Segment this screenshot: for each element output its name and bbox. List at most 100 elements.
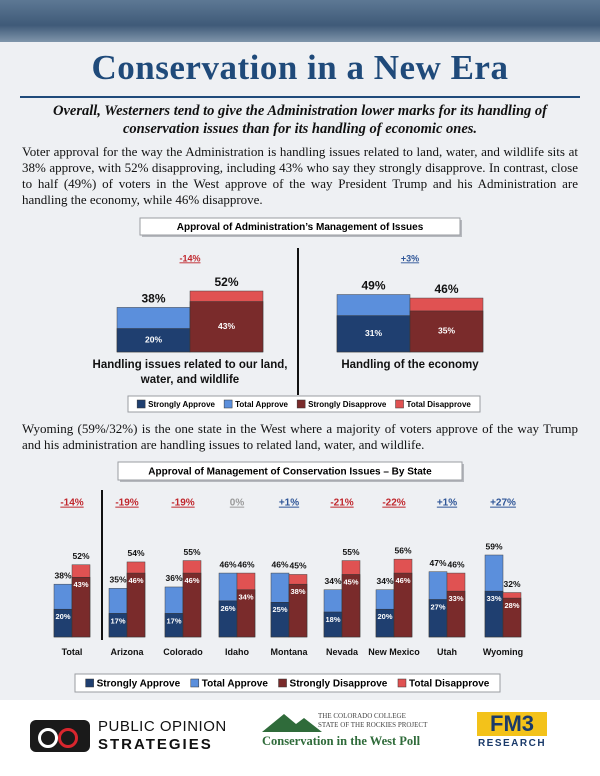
value-label: 33% <box>486 594 501 603</box>
legend-label: Strongly Approve <box>148 400 215 409</box>
subtitle: Overall, Westerners tend to give the Adm… <box>53 103 547 137</box>
net-label: -21% <box>330 498 353 509</box>
value-label: 46% <box>395 576 410 585</box>
logo-text: PUBLIC OPINION <box>98 718 227 735</box>
bar <box>126 572 146 638</box>
bar <box>336 315 411 353</box>
chart-title: Approval of Administration’s Management … <box>177 222 424 233</box>
bar <box>409 310 484 353</box>
chart-title: Approval of Management of Conservation I… <box>148 467 432 478</box>
category-label: Handling of the economy <box>341 359 479 371</box>
value-label: 38% <box>54 570 71 580</box>
net-label: +1% <box>279 498 299 509</box>
category-label: Montana <box>270 647 308 657</box>
value-label: 17% <box>110 616 125 625</box>
category-label: Arizona <box>110 647 144 657</box>
category-label: Wyoming <box>482 647 524 657</box>
value-label: 33% <box>448 594 463 603</box>
value-label: 35% <box>438 326 455 336</box>
legend-label: Strongly Disapprove <box>308 400 387 409</box>
value-label: 43% <box>73 580 88 589</box>
value-label: 43% <box>218 321 235 331</box>
value-label: 35% <box>109 575 126 585</box>
legend-swatch <box>395 399 404 409</box>
value-label: 46% <box>271 559 288 569</box>
value-label: 46% <box>184 576 199 585</box>
value-label: 46% <box>128 576 143 585</box>
value-label: 46% <box>237 559 254 569</box>
legend-swatch <box>397 678 407 688</box>
logo-text: FM3 <box>477 712 547 736</box>
category-label: New Mexico <box>368 647 420 657</box>
bar <box>446 590 466 638</box>
value-label: 18% <box>325 615 340 624</box>
value-label: 49% <box>361 279 385 293</box>
value-label: 45% <box>289 561 306 571</box>
legend-label: Total Approve <box>202 679 269 690</box>
value-label: 20% <box>377 612 392 621</box>
value-label: 47% <box>429 558 446 568</box>
category-label: Handling issues related to our land, wat… <box>92 359 288 386</box>
paragraph: Wyoming (59%/32%) is the one state in th… <box>22 421 578 452</box>
value-label: 59% <box>485 541 502 551</box>
value-label: 17% <box>166 616 181 625</box>
net-label: +27% <box>490 498 516 509</box>
bar <box>288 583 308 638</box>
net-label: -14% <box>179 253 200 263</box>
legend-swatch <box>278 678 287 688</box>
net-label: 0% <box>230 498 245 509</box>
legend-label: Strongly Approve <box>97 679 181 690</box>
logo-text: Conservation in the West Poll <box>262 734 421 748</box>
charts: Approval of Administration’s Management … <box>53 217 522 693</box>
value-label: 45% <box>343 577 358 586</box>
value-label: 27% <box>430 602 445 611</box>
paragraph: Voter approval for the way the Administr… <box>22 144 578 207</box>
value-label: 55% <box>183 547 200 557</box>
bar <box>182 572 202 638</box>
value-label: 28% <box>504 601 519 610</box>
value-label: 20% <box>55 612 70 621</box>
legend-swatch <box>136 399 146 409</box>
logo-text: RESEARCH <box>477 738 547 749</box>
value-label: 32% <box>503 579 520 589</box>
value-label: 34% <box>238 593 253 602</box>
legend-label: Total Approve <box>235 400 288 409</box>
value-label: 36% <box>165 573 182 583</box>
title-box <box>117 461 463 481</box>
logo-text: STRATEGIES <box>98 736 213 753</box>
legend-box <box>74 673 501 693</box>
legend-swatch <box>190 678 200 688</box>
logo-shape <box>58 728 78 748</box>
value-label: 25% <box>272 605 287 614</box>
mountain-logo <box>262 714 322 732</box>
value-label: 55% <box>342 547 359 557</box>
value-label: 34% <box>376 576 393 586</box>
value-label: 56% <box>394 545 411 555</box>
legend-swatch <box>223 399 233 409</box>
value-label: 54% <box>127 548 144 558</box>
value-label: 38% <box>141 292 165 306</box>
net-label: -14% <box>60 498 83 509</box>
net-label: -19% <box>115 498 138 509</box>
value-label: 20% <box>145 335 162 345</box>
value-label: 26% <box>220 604 235 613</box>
net-label: -19% <box>171 498 194 509</box>
value-label: 34% <box>324 576 341 586</box>
net-label: -22% <box>382 498 405 509</box>
bar <box>71 576 91 638</box>
category-label: Nevada <box>325 647 359 657</box>
category-label: Utah <box>437 647 457 657</box>
value-label: 46% <box>219 559 236 569</box>
logo-text: STATE OF THE ROCKIES PROJECT <box>318 721 428 729</box>
bar <box>393 572 413 638</box>
banner <box>0 0 600 42</box>
bar <box>341 574 361 638</box>
title: Conservation in a New Era <box>91 48 509 87</box>
bar <box>189 301 264 353</box>
footer: PUBLIC OPINION STRATEGIES THE COLORADO C… <box>0 700 600 776</box>
legend-label: Total Disapprove <box>407 400 472 409</box>
logo-text: THE COLORADO COLLEGE <box>318 712 406 720</box>
value-label: 46% <box>447 559 464 569</box>
legend-swatch <box>296 399 306 409</box>
legend-swatch <box>85 678 94 688</box>
